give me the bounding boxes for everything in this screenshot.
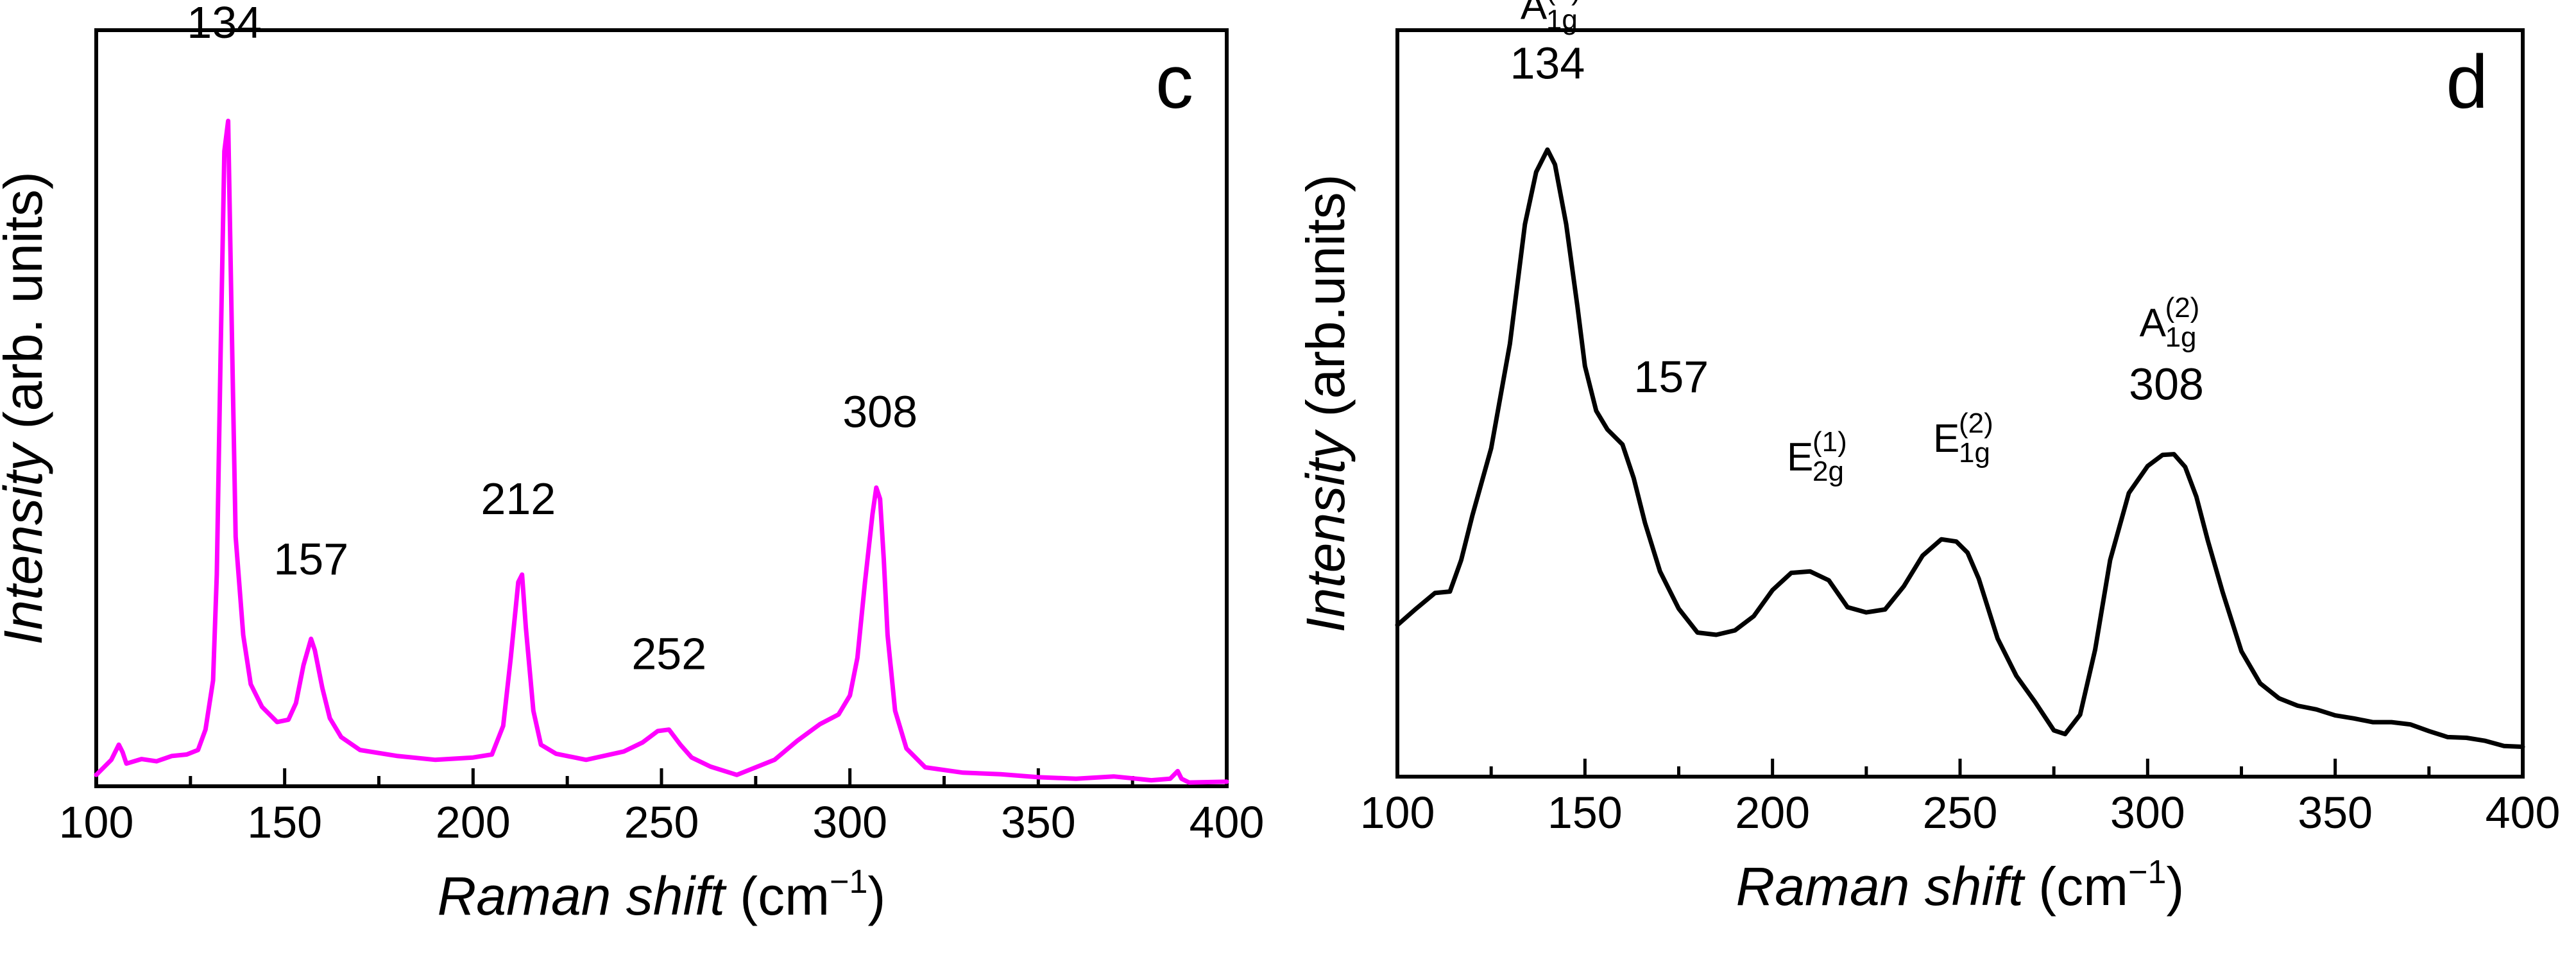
peak-label: 308: [2129, 359, 2204, 410]
mode-label-sup: (1): [1813, 426, 1847, 458]
x-axis-title: Raman shift (cm−1): [438, 863, 886, 926]
plot-frame: [1395, 28, 2525, 779]
x-tick-label: 400: [1190, 797, 1265, 847]
mode-label-sub: 1g: [2165, 322, 2197, 353]
x-tick-label: 200: [1735, 788, 1810, 838]
panel-c-chart: 100 150 200 250 300 350 400 Raman shift (cm−1) I…: [0, 0, 1264, 926]
mode-label-sub: 1g: [1959, 437, 1990, 469]
x-tick-label: 100: [1360, 788, 1435, 838]
x-axis-title: Raman shift (cm−1): [1736, 854, 2185, 917]
x-tick-label: 350: [1001, 797, 1076, 847]
series-line: [94, 118, 1229, 785]
x-tick-label: 250: [1923, 788, 1998, 838]
mode-label: E: [1787, 435, 1813, 479]
series-line: [1395, 147, 2525, 749]
peak-label: 157: [273, 534, 348, 584]
mode-label-sup: (1): [1546, 0, 1581, 6]
mode-label: E: [1933, 417, 1959, 461]
mode-label-sup: (2): [2165, 292, 2200, 323]
x-tick-label: 150: [1548, 788, 1623, 838]
x-tick-label: 400: [2486, 788, 2561, 838]
panel-label: d: [2446, 40, 2488, 125]
y-axis-title: Intensity (arb.units): [1295, 174, 1356, 632]
x-tick-label: 150: [247, 797, 322, 847]
x-tick-label: 350: [2298, 788, 2373, 838]
x-tick-label: 300: [2110, 788, 2185, 838]
x-tick-label: 200: [436, 797, 511, 847]
peak-label: 134: [1510, 39, 1585, 89]
peak-label: 212: [481, 474, 556, 524]
peak-label: 134: [187, 0, 262, 47]
peak-label: 252: [631, 628, 706, 678]
mode-label-sub: 2g: [1813, 456, 1844, 487]
mode-label-sub: 1g: [1546, 4, 1578, 36]
x-tick-label: 250: [624, 797, 699, 847]
x-tick-label: 300: [812, 797, 887, 847]
panel-d-chart: 100 150 200 250 300 350 400 Raman shift (cm−1) I…: [1295, 0, 2560, 917]
mode-label: A: [1521, 0, 1548, 28]
mode-label-sup: (2): [1959, 408, 1993, 439]
peak-label: 308: [842, 386, 917, 436]
peak-label: 157: [1633, 352, 1709, 402]
x-tick-label: 100: [59, 797, 134, 847]
mode-label: A: [2140, 301, 2167, 345]
panel-label: c: [1156, 40, 1193, 125]
y-axis-title: Intensity (arb. units): [0, 171, 53, 645]
